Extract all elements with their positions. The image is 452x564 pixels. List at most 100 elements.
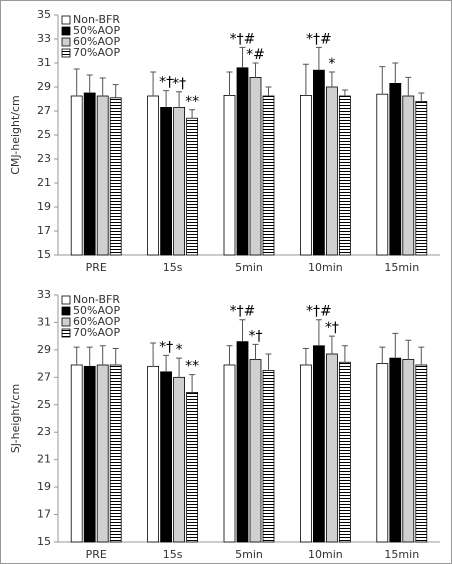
annotation: *†#	[306, 304, 332, 320]
bar	[70, 95, 83, 256]
y-tick-label: 15	[37, 535, 51, 548]
y-tick-label: 35	[37, 8, 51, 21]
y-axis-label: CMJ-height/cm	[9, 95, 22, 175]
error-bar	[252, 62, 259, 78]
x-tick-label: 10min	[308, 261, 343, 274]
bar	[109, 97, 122, 256]
annotation: *#	[246, 47, 265, 63]
bar	[83, 365, 96, 543]
x-tick-label: 10min	[308, 548, 343, 561]
annotation: *†	[325, 320, 339, 336]
bar	[160, 371, 173, 543]
bar	[96, 95, 109, 256]
bar	[147, 365, 160, 543]
x-tick-label: 15s	[163, 261, 183, 274]
x-tick-label: 5min	[235, 548, 263, 561]
error-bar	[86, 346, 93, 367]
error-bar	[150, 71, 157, 96]
bar	[147, 95, 160, 256]
y-tick-label: 15	[37, 248, 51, 261]
y-tick-label: 31	[37, 56, 51, 69]
error-bar	[163, 354, 170, 372]
bar	[376, 363, 389, 543]
annotation: *†	[172, 76, 186, 92]
chart-panel: 15 17 19 21 23 25 27 29 31 33 SJ-height/cm PRE 15s 5m…	[9, 288, 440, 561]
error-bar	[405, 339, 412, 360]
error-bar	[405, 76, 412, 96]
legend-swatch	[61, 48, 71, 58]
error-bar	[302, 348, 309, 365]
error-bar	[239, 319, 246, 342]
annotation: **	[185, 94, 199, 110]
error-bar	[176, 91, 183, 108]
annotation: *†#	[230, 31, 256, 47]
y-axis-label: SJ-height/cm	[9, 384, 22, 453]
y-tick-label: 27	[37, 104, 51, 117]
legend-swatch	[61, 37, 71, 47]
error-bar	[379, 346, 386, 364]
bar	[415, 364, 428, 543]
error-bar	[341, 345, 348, 363]
annotation: *†	[159, 339, 173, 355]
bar	[299, 95, 312, 256]
legend-label: Non-BFR	[73, 293, 120, 306]
legend-label: 60%AOP	[73, 315, 120, 328]
bar	[402, 95, 415, 256]
bar	[109, 364, 122, 543]
bar	[338, 95, 351, 256]
chart-panel: 15 17 19 21 23 25 27 29 31 33 35 CMJ-height/cm PRE 15…	[9, 8, 440, 274]
error-bar	[328, 71, 335, 87]
y-tick-label: 19	[37, 480, 51, 493]
error-bar	[163, 90, 170, 108]
error-bar	[392, 62, 399, 84]
error-bar	[315, 46, 322, 71]
error-bar	[265, 353, 272, 371]
legend-swatch	[61, 295, 71, 305]
x-tick-label: PRE	[86, 261, 107, 274]
error-bar	[112, 84, 119, 98]
y-tick-label: 17	[37, 508, 51, 521]
y-tick-label: 23	[37, 425, 51, 438]
y-tick-label: 21	[37, 453, 51, 466]
error-bar	[252, 343, 259, 360]
bar	[173, 376, 186, 543]
legend-label: 70%AOP	[73, 46, 120, 59]
error-bar	[328, 335, 335, 355]
annotation: *	[328, 56, 335, 72]
error-bar	[73, 68, 80, 96]
annotation: *†	[249, 328, 263, 344]
error-bar	[226, 345, 233, 365]
error-bar	[189, 374, 196, 393]
y-tick-label: 29	[37, 80, 51, 93]
legend-label: 50%AOP	[73, 304, 120, 317]
error-bar	[86, 74, 93, 93]
x-tick-label: 15s	[163, 548, 183, 561]
bar	[312, 345, 325, 543]
bar	[376, 93, 389, 256]
error-bar	[73, 346, 80, 365]
y-tick-label: 23	[37, 152, 51, 165]
legend-label: 50%AOP	[73, 24, 120, 37]
legend-swatch	[61, 317, 71, 327]
x-tick-label: 15min	[384, 548, 419, 561]
bar	[402, 359, 415, 543]
bar	[299, 364, 312, 543]
bar	[186, 392, 199, 543]
error-bar	[176, 357, 183, 378]
bar	[338, 361, 351, 543]
y-tick-label: 21	[37, 176, 51, 189]
bar	[415, 101, 428, 256]
bar	[160, 107, 173, 256]
legend-label: Non-BFR	[73, 13, 120, 26]
bar	[249, 359, 262, 543]
y-tick-label: 25	[37, 128, 51, 141]
legend-swatch	[61, 306, 71, 316]
annotation: *†#	[306, 31, 332, 47]
y-tick-label: 29	[37, 343, 51, 356]
bar	[70, 364, 83, 543]
error-bar	[392, 332, 399, 359]
error-bar	[341, 89, 348, 96]
bar	[262, 370, 275, 543]
bar	[83, 92, 96, 256]
